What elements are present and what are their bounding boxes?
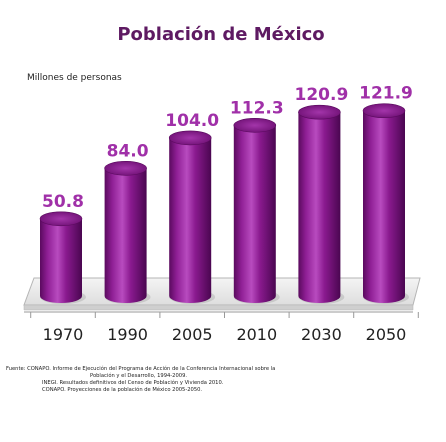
bar-top [104,161,147,176]
bar-body [233,125,276,303]
tick-label: 1970 [43,325,84,344]
bar-2005 [168,130,216,304]
tick-label: 1990 [107,325,148,344]
floor-edge [23,304,414,311]
bar-body [169,137,212,304]
data-label: 121.9 [359,84,413,104]
bars-group [39,103,409,304]
x-ticks-group: 1970 1990 2005 2010 2030 2050 [30,312,419,344]
source-line: CONAPO. Proyecciones de la población de … [42,387,203,393]
bar-body [40,218,82,303]
tick-label: 2030 [301,325,342,344]
bar-top [39,211,83,227]
bar-body [298,112,341,304]
tick-label: 2050 [366,325,407,344]
bar-top [298,104,341,120]
x-axis: 1970 1990 2005 2010 2030 2050 [24,311,419,344]
bar-2050 [362,103,409,304]
tick-label: 2005 [172,325,213,344]
source-note: Fuente: CONAPO. Informe de Ejecución del… [6,366,442,394]
bar-top [168,130,212,146]
population-chart: Población de México Millones de personas… [23,24,421,344]
bar-top [233,118,277,133]
bar-2030 [298,104,345,304]
source-line: INEGI. Resultados definitivos del Censo … [42,380,224,386]
tick-label: 2010 [236,325,277,344]
bar-2010 [233,118,280,304]
chart-title: Población de México [117,24,324,45]
data-label: 120.9 [295,85,349,105]
bar-body [104,168,147,303]
bar-top [362,103,406,119]
source-line: Población y el Desarrollo, 1994-2009. [90,373,188,379]
bar-1970 [39,211,86,304]
floor-plane [23,277,421,306]
data-label: 104.0 [165,111,219,131]
data-label: 50.8 [42,192,84,212]
data-labels-group: 50.8 84.0 104.0 112.3 120.9 121.9 [42,84,413,212]
data-label: 84.0 [107,141,149,161]
data-label: 112.3 [230,98,284,118]
bar-1990 [104,161,151,304]
bar-body [363,110,405,303]
y-axis-label: Millones de personas [27,73,122,83]
source-line: Fuente: CONAPO. Informe de Ejecución del… [6,366,276,372]
